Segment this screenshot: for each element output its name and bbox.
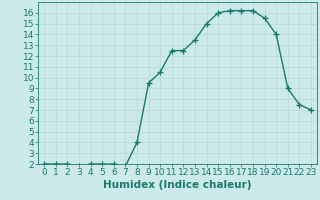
X-axis label: Humidex (Indice chaleur): Humidex (Indice chaleur) bbox=[103, 180, 252, 190]
